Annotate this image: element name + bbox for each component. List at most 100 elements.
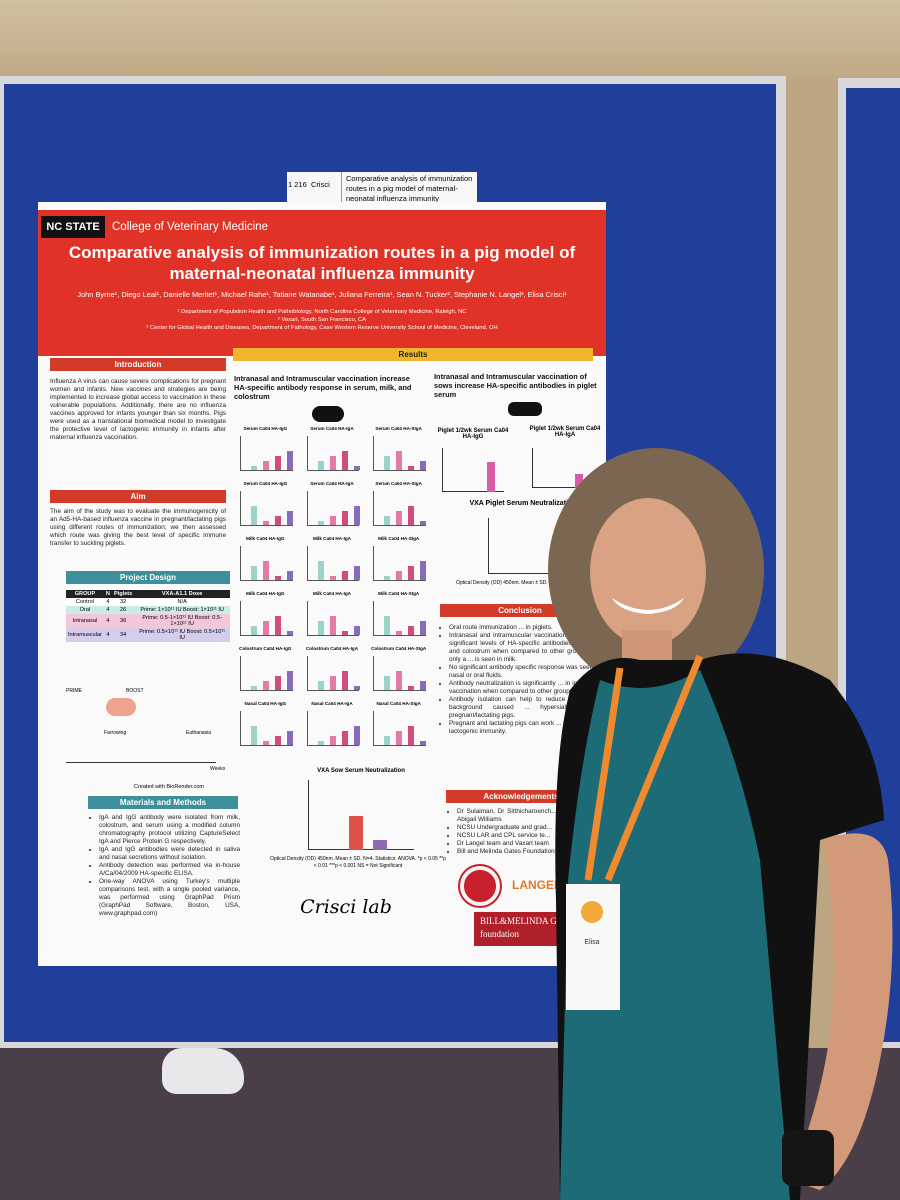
figure-panel: Milk Ca04 HA-SIgA: [367, 536, 430, 590]
credit: Created with BioRender.com: [134, 784, 205, 790]
badge-name: Elisa: [584, 939, 599, 946]
watch: [782, 1130, 834, 1186]
panel-title: Serum Ca04 HA-IgA: [310, 481, 354, 486]
panel-bar: [353, 506, 360, 525]
seal-logo: [460, 866, 500, 906]
methods-list: IgA and IgG antibody were isolated from …: [90, 814, 240, 918]
panel-bar: [263, 741, 269, 745]
table-cell: Oral: [79, 607, 91, 613]
panel-bar: [275, 456, 281, 470]
panel-bar: [275, 736, 281, 745]
panel-bar: [353, 626, 360, 635]
list-item: Bill and Melinda Gates Foundation: [457, 848, 598, 856]
column-header: Piglets: [113, 591, 133, 597]
table-cell: 4: [106, 618, 110, 624]
panel-bar: [275, 676, 281, 690]
authors: John Byrne¹, Diego Leal¹, Danielle Merit…: [77, 290, 567, 299]
panel-bar: [329, 736, 336, 745]
panel-bar: [384, 576, 391, 580]
panel-title: Colostrum Ca04 HA-IgA: [305, 646, 359, 651]
panel-bar: [408, 626, 415, 635]
list-item: NCSU LAR and CPL service te...: [457, 832, 598, 840]
panel-bar: [263, 461, 269, 470]
figure-axes: [488, 518, 568, 574]
timeline-label: Weeks: [210, 766, 226, 772]
section-heading: Project Design: [66, 571, 230, 584]
figure-title: Piglet 1/2wk Serum Ca04 HA-IgA: [529, 426, 601, 438]
pig-figure: [106, 698, 136, 716]
panel-bar: [275, 616, 281, 635]
panel-axes: [373, 601, 427, 636]
lab-logo: Crisci lab: [300, 896, 392, 918]
panel-bar: [329, 456, 336, 470]
table-cell: Intranasal: [72, 618, 98, 624]
panel-axes: [306, 436, 360, 471]
panel-title: Milk Ca04 HA-IgG: [246, 591, 285, 596]
panel-bar: [341, 451, 348, 470]
panel-bar: [287, 731, 293, 745]
list-item: Antibody detection was performed via in-…: [99, 862, 240, 878]
panel-bar: [384, 616, 391, 635]
panel-bar: [317, 621, 324, 635]
list-item: One-way ANOVA using Turkey's multiple co…: [99, 878, 240, 918]
figure-title: Piglet 1/2wk Serum Ca04 HA-IgG: [437, 428, 509, 440]
panel-bar: [263, 521, 269, 525]
figure-panel: Serum Ca04 HA-IgA: [301, 426, 364, 480]
panel-bar: [353, 686, 360, 690]
panel-axes: [240, 491, 293, 526]
figure-panel: Nasal Ca04 HA-IgG: [234, 701, 297, 755]
panel-title: Serum Ca04 HA-IgG: [243, 481, 288, 486]
figure-panel: Milk Ca04 HA-IgA: [301, 536, 364, 590]
panel-bar: [317, 741, 324, 745]
affiliations: ¹ Department of Population Health and Pa…: [78, 308, 566, 332]
panel-bar: [329, 616, 336, 635]
table-cell: Intramuscular: [68, 632, 102, 638]
panel-bar: [341, 511, 348, 525]
figure-panel: Serum Ca04 HA-IgG: [234, 426, 297, 480]
panel-axes: [306, 491, 360, 526]
panel-axes: [240, 546, 293, 581]
langel-logo: LANGEL: [512, 878, 562, 892]
panel-bar: [317, 461, 324, 470]
panel-bar: [341, 671, 348, 690]
list-item: Dr Langel team and Vaxart team: [457, 840, 598, 848]
panel-bar: [287, 451, 293, 470]
panel-bar: [353, 566, 360, 580]
panel-title: Serum Ca04 HA-SIgA: [375, 481, 422, 486]
table-row: Intramuscular 4 34 Prime: 0.5×10¹¹ IU Boost…: [66, 628, 230, 642]
panel-bar: [384, 736, 391, 745]
results-subtitle: Intranasal and Intramuscular vaccination…: [234, 374, 412, 401]
panel-title: Colostrum Ca04 HA-SIgA: [371, 646, 427, 651]
figure-panel: Serum Ca04 HA-SIgA: [367, 426, 430, 480]
affiliation: ² Vaxart, South San Francisco, CA: [277, 317, 367, 323]
table-cell: 4: [106, 607, 110, 613]
figure-panel: Serum Ca04 HA-IgG: [234, 481, 297, 535]
list-item: Antibody neutralization is significantly…: [449, 680, 600, 696]
panel-bar: [408, 566, 415, 580]
panel-bar: [396, 511, 403, 525]
figure-title: VXA Sow Serum Neutralization: [317, 768, 405, 774]
list-item: Intranasal and intramuscular vaccination…: [449, 632, 600, 664]
figure-panel: Serum Ca04 HA-SIgA: [367, 481, 430, 535]
timeline-label: BOOST: [126, 688, 144, 694]
panel-title: Nasal Ca04 HA-IgA: [311, 701, 353, 706]
figure-bar: [575, 474, 583, 488]
timeline-figure: PRIME BOOST Farrowing Euthanasia Weeks: [66, 686, 230, 782]
pig-icon: [312, 406, 344, 422]
caption: Optical Density (OD) 450nm. Mean ± SD. N…: [270, 856, 446, 869]
panel-bar: [251, 686, 257, 690]
panel-bar: [408, 506, 415, 525]
figure-panel: Colostrum Ca04 HA-SIgA: [367, 646, 430, 700]
panel-axes: [306, 546, 360, 581]
panel-title: Milk Ca04 HA-SIgA: [378, 536, 420, 541]
table-row: Oral 4 26 Prime: 1×10¹¹ IU Boost: 1×10¹¹ IU: [66, 606, 230, 614]
panel-title: Milk Ca04 HA-IgG: [246, 536, 285, 541]
panel-title: Serum Ca04 HA-SIgA: [375, 426, 422, 431]
panel-bar: [341, 571, 348, 580]
poster-header: [38, 210, 606, 356]
timeline-label: Euthanasia: [186, 730, 212, 736]
list-item: No significant antibody specific respons…: [449, 664, 600, 680]
shoe: [162, 1048, 244, 1094]
